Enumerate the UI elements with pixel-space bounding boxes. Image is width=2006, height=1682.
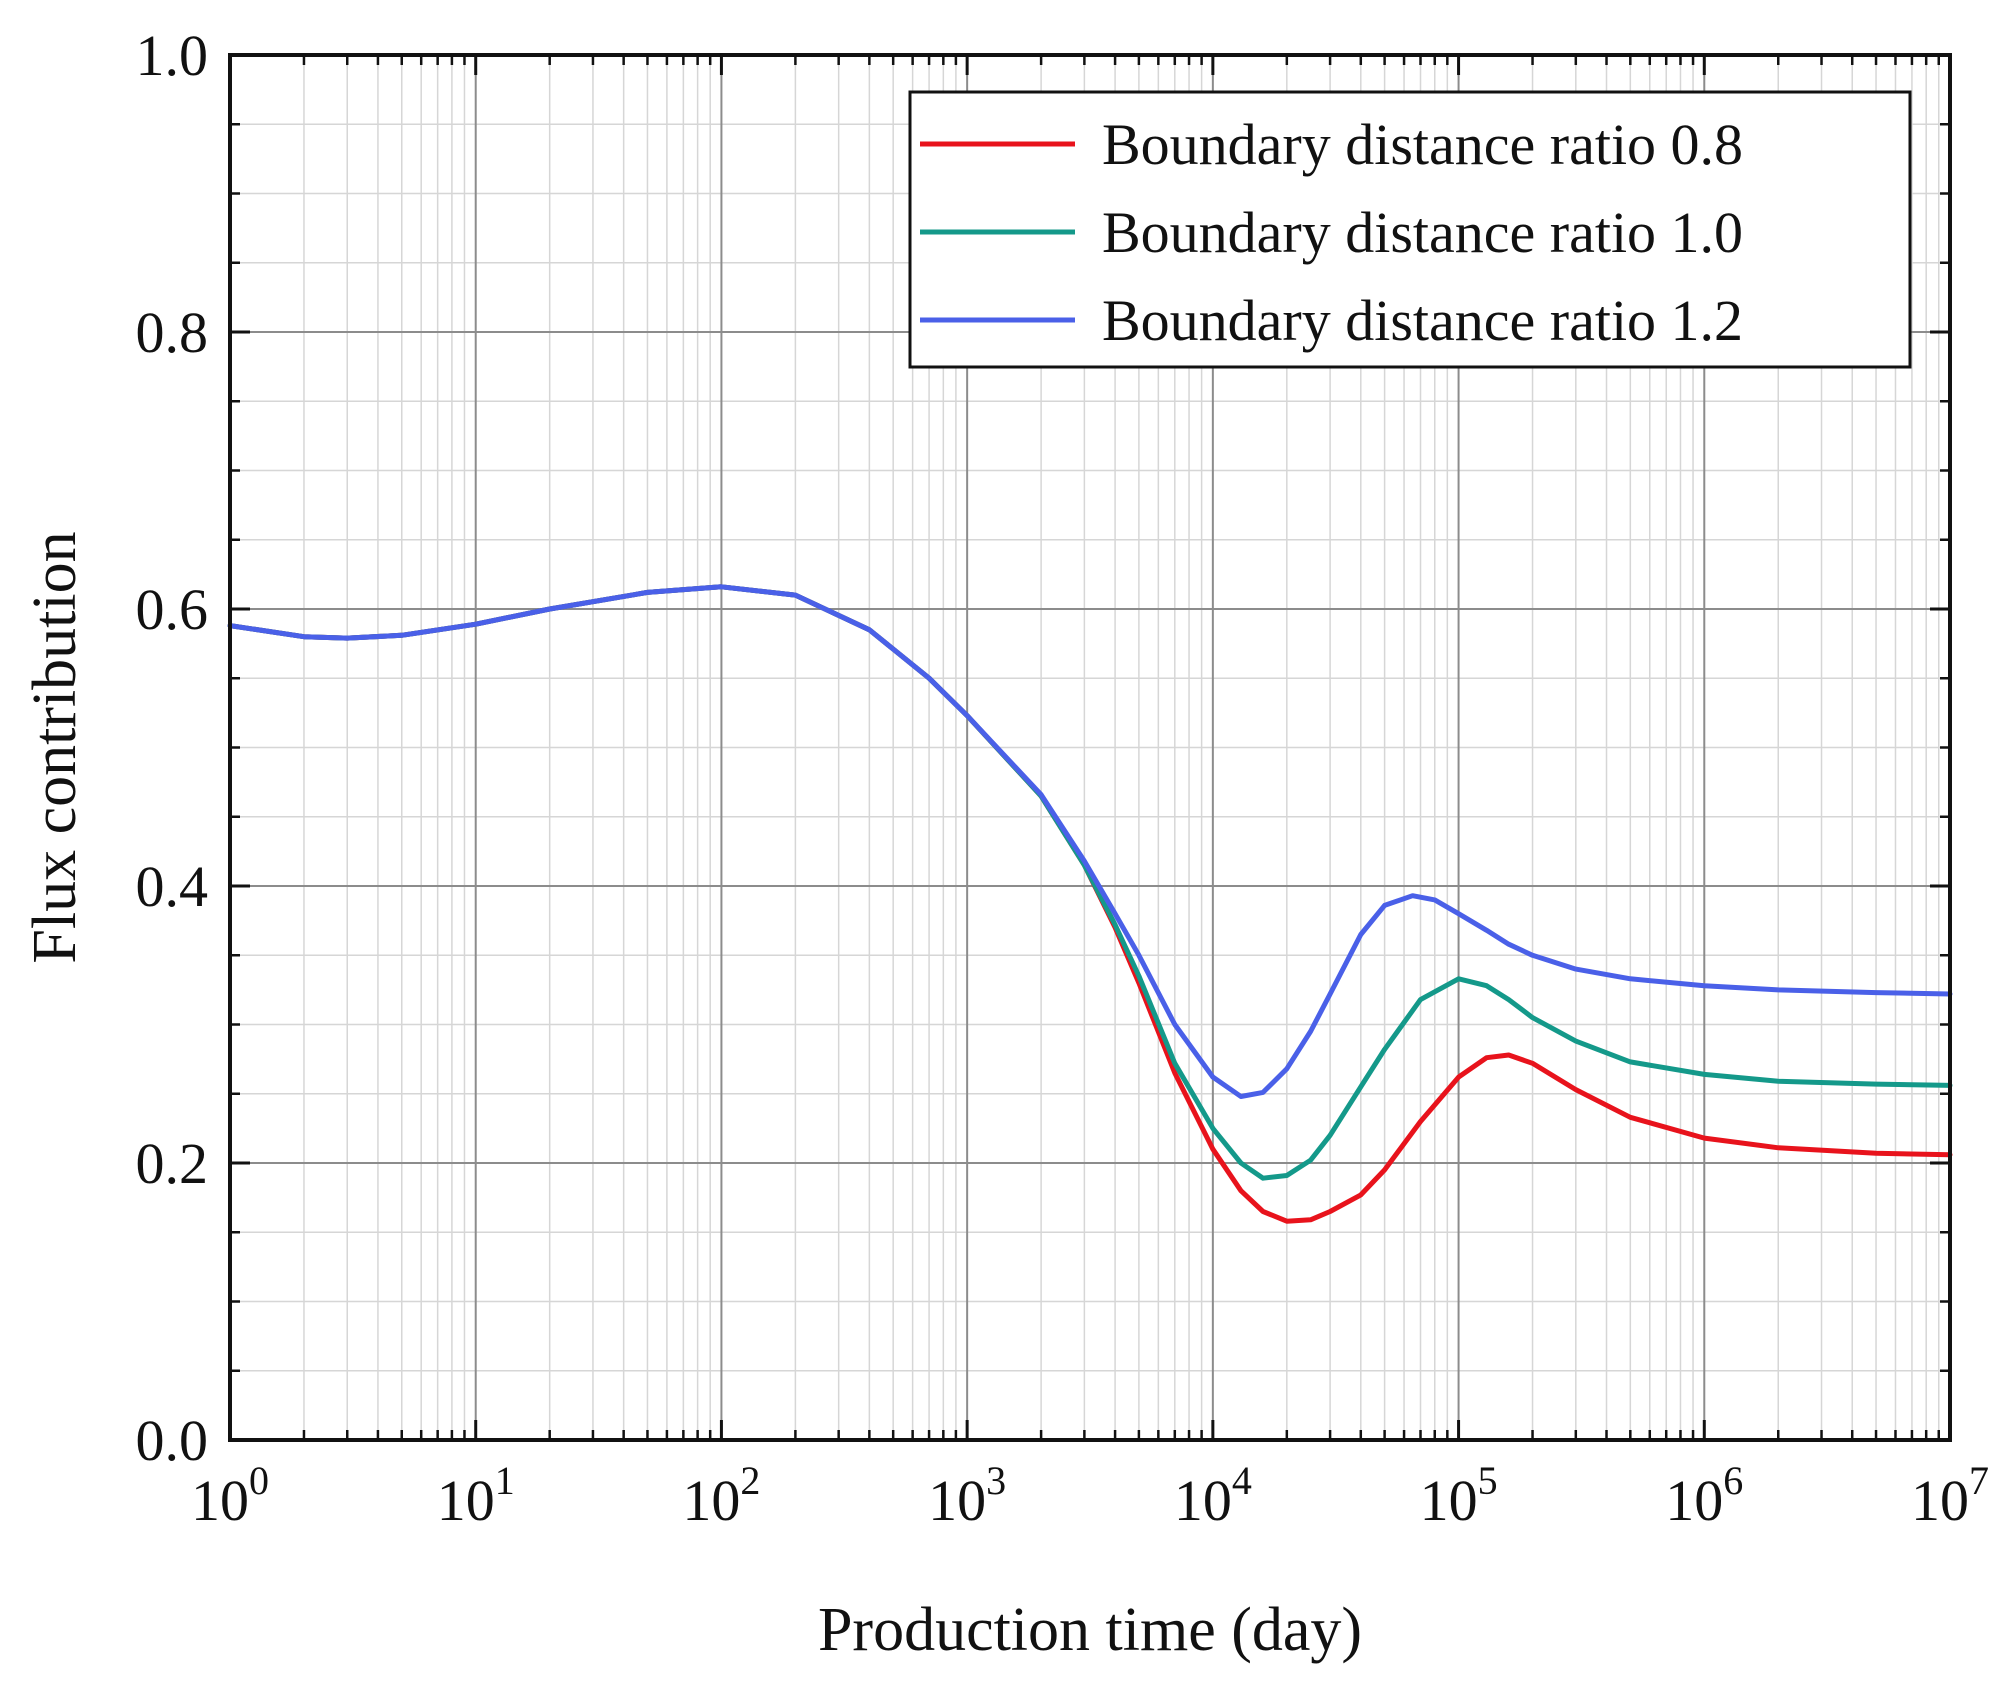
x-tick-label: 107: [1911, 1458, 1989, 1533]
y-tick-label: 0.8: [136, 300, 209, 365]
legend-label-1: Boundary distance ratio 0.8: [1102, 112, 1743, 177]
x-axis-title: Production time (day): [818, 1596, 1362, 1664]
x-tick-label: 105: [1420, 1458, 1498, 1533]
y-tick-labels: 0.0 0.2 0.4 0.6 0.8 1.0: [136, 23, 209, 1473]
y-axis-title: Flux contribution: [21, 531, 89, 963]
x-tick-label: 101: [437, 1458, 515, 1533]
x-tick-label: 106: [1665, 1458, 1743, 1533]
x-tick-label: 104: [1174, 1458, 1252, 1533]
y-tick-label: 0.4: [136, 854, 209, 919]
x-tick-label: 100: [191, 1458, 269, 1533]
axis-ticks: [228, 53, 1952, 1442]
minor-gridlines: [230, 55, 1950, 1440]
y-tick-label: 1.0: [136, 23, 209, 88]
x-tick-label: 103: [928, 1458, 1006, 1533]
x-tick-labels: 100 101 102 103 104 105 106 107: [191, 1458, 1989, 1533]
data-series: [227, 584, 1953, 1224]
legend-label-2: Boundary distance ratio 1.0: [1102, 200, 1743, 265]
legend-box: [908, 90, 1912, 369]
y-tick-label: 0.0: [136, 1408, 209, 1473]
legend: Boundary distance ratio 0.8 Boundary dist…: [908, 90, 1912, 369]
y-tick-label: 0.2: [136, 1131, 209, 1196]
x-tick-label: 102: [682, 1458, 760, 1533]
legend-label-3: Boundary distance ratio 1.2: [1102, 288, 1743, 353]
y-tick-label: 0.6: [136, 577, 209, 642]
series-line-3: [227, 584, 1953, 1099]
